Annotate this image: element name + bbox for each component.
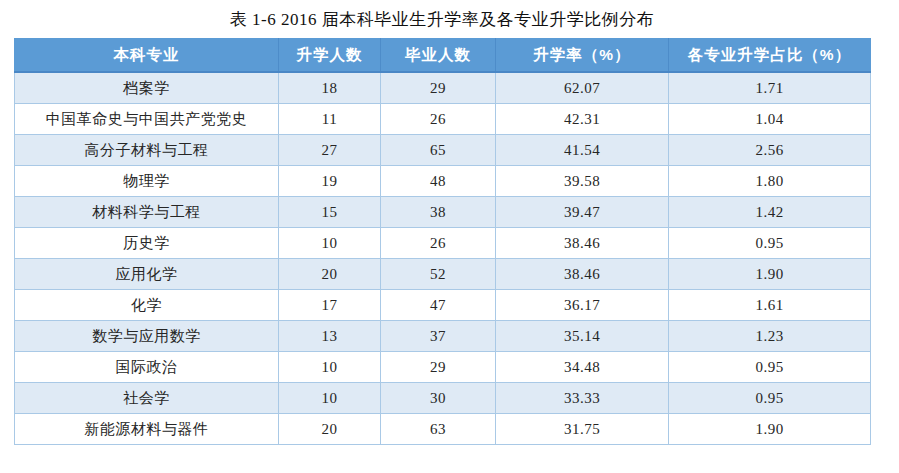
- cell-graduate-count: 30: [381, 383, 496, 414]
- table-row: 社会学103033.330.95: [15, 383, 871, 414]
- cell-graduate-count: 29: [381, 72, 496, 104]
- table-row: 新能源材料与器件206331.751.90: [15, 414, 871, 445]
- cell-admitted-count: 20: [279, 259, 381, 290]
- cell-admitted-count: 15: [279, 197, 381, 228]
- cell-admission-rate: 36.17: [496, 290, 669, 321]
- cell-admitted-count: 18: [279, 72, 381, 104]
- cell-major-share: 0.95: [669, 352, 871, 383]
- cell-graduate-count: 65: [381, 135, 496, 166]
- table-row: 档案学182962.071.71: [15, 72, 871, 104]
- cell-major-share: 1.90: [669, 414, 871, 445]
- column-header-admitted-count: 升学人数: [279, 39, 381, 73]
- cell-graduate-count: 47: [381, 290, 496, 321]
- table-title: 表 1-6 2016 届本科毕业生升学率及各专业升学比例分布: [14, 0, 870, 36]
- cell-major: 社会学: [15, 383, 279, 414]
- table-row: 物理学194839.581.80: [15, 166, 871, 197]
- table-row: 高分子材料与工程276541.542.56: [15, 135, 871, 166]
- cell-admitted-count: 10: [279, 383, 381, 414]
- cell-major: 材料科学与工程: [15, 197, 279, 228]
- cell-admission-rate: 39.47: [496, 197, 669, 228]
- cell-admission-rate: 35.14: [496, 321, 669, 352]
- cell-admission-rate: 31.75: [496, 414, 669, 445]
- cell-major: 新能源材料与器件: [15, 414, 279, 445]
- table-body: 档案学182962.071.71中国革命史与中国共产党党史112642.311.…: [15, 72, 871, 445]
- cell-admitted-count: 11: [279, 104, 381, 135]
- cell-major-share: 1.42: [669, 197, 871, 228]
- cell-admission-rate: 38.46: [496, 228, 669, 259]
- column-header-major-share: 各专业升学占比（%）: [669, 39, 871, 73]
- cell-major-share: 0.95: [669, 383, 871, 414]
- cell-major-share: 1.23: [669, 321, 871, 352]
- cell-admission-rate: 39.58: [496, 166, 669, 197]
- cell-graduate-count: 52: [381, 259, 496, 290]
- cell-major: 国际政治: [15, 352, 279, 383]
- cell-graduate-count: 63: [381, 414, 496, 445]
- cell-admitted-count: 10: [279, 352, 381, 383]
- cell-admission-rate: 42.31: [496, 104, 669, 135]
- cell-admitted-count: 20: [279, 414, 381, 445]
- cell-major: 数学与应用数学: [15, 321, 279, 352]
- column-header-major: 本科专业: [15, 39, 279, 73]
- graduation-rate-table: 本科专业 升学人数 毕业人数 升学率（%） 各专业升学占比（%） 档案学1829…: [14, 38, 871, 445]
- cell-major: 应用化学: [15, 259, 279, 290]
- cell-major-share: 1.71: [669, 72, 871, 104]
- cell-graduate-count: 26: [381, 228, 496, 259]
- cell-major: 高分子材料与工程: [15, 135, 279, 166]
- cell-major-share: 1.61: [669, 290, 871, 321]
- cell-major-share: 0.95: [669, 228, 871, 259]
- cell-admitted-count: 17: [279, 290, 381, 321]
- column-header-admission-rate: 升学率（%）: [496, 39, 669, 73]
- cell-major-share: 2.56: [669, 135, 871, 166]
- table-row: 国际政治102934.480.95: [15, 352, 871, 383]
- cell-graduate-count: 38: [381, 197, 496, 228]
- cell-graduate-count: 48: [381, 166, 496, 197]
- cell-admitted-count: 19: [279, 166, 381, 197]
- cell-admission-rate: 38.46: [496, 259, 669, 290]
- table-row: 化学174736.171.61: [15, 290, 871, 321]
- header-row: 本科专业 升学人数 毕业人数 升学率（%） 各专业升学占比（%）: [15, 39, 871, 73]
- cell-major-share: 1.90: [669, 259, 871, 290]
- cell-admitted-count: 13: [279, 321, 381, 352]
- cell-major: 化学: [15, 290, 279, 321]
- table-row: 中国革命史与中国共产党党史112642.311.04: [15, 104, 871, 135]
- document-page: 表 1-6 2016 届本科毕业生升学率及各专业升学比例分布 本科专业 升学人数…: [0, 0, 899, 473]
- cell-admission-rate: 41.54: [496, 135, 669, 166]
- cell-graduate-count: 37: [381, 321, 496, 352]
- cell-admission-rate: 33.33: [496, 383, 669, 414]
- cell-admitted-count: 10: [279, 228, 381, 259]
- cell-major: 历史学: [15, 228, 279, 259]
- cell-graduate-count: 26: [381, 104, 496, 135]
- table-row: 材料科学与工程153839.471.42: [15, 197, 871, 228]
- cell-major: 档案学: [15, 72, 279, 104]
- table-row: 历史学102638.460.95: [15, 228, 871, 259]
- cell-major-share: 1.80: [669, 166, 871, 197]
- cell-major: 物理学: [15, 166, 279, 197]
- cell-admission-rate: 34.48: [496, 352, 669, 383]
- cell-admission-rate: 62.07: [496, 72, 669, 104]
- cell-major: 中国革命史与中国共产党党史: [15, 104, 279, 135]
- table-row: 数学与应用数学133735.141.23: [15, 321, 871, 352]
- column-header-graduate-count: 毕业人数: [381, 39, 496, 73]
- table-row: 应用化学205238.461.90: [15, 259, 871, 290]
- cell-graduate-count: 29: [381, 352, 496, 383]
- cell-admitted-count: 27: [279, 135, 381, 166]
- cell-major-share: 1.04: [669, 104, 871, 135]
